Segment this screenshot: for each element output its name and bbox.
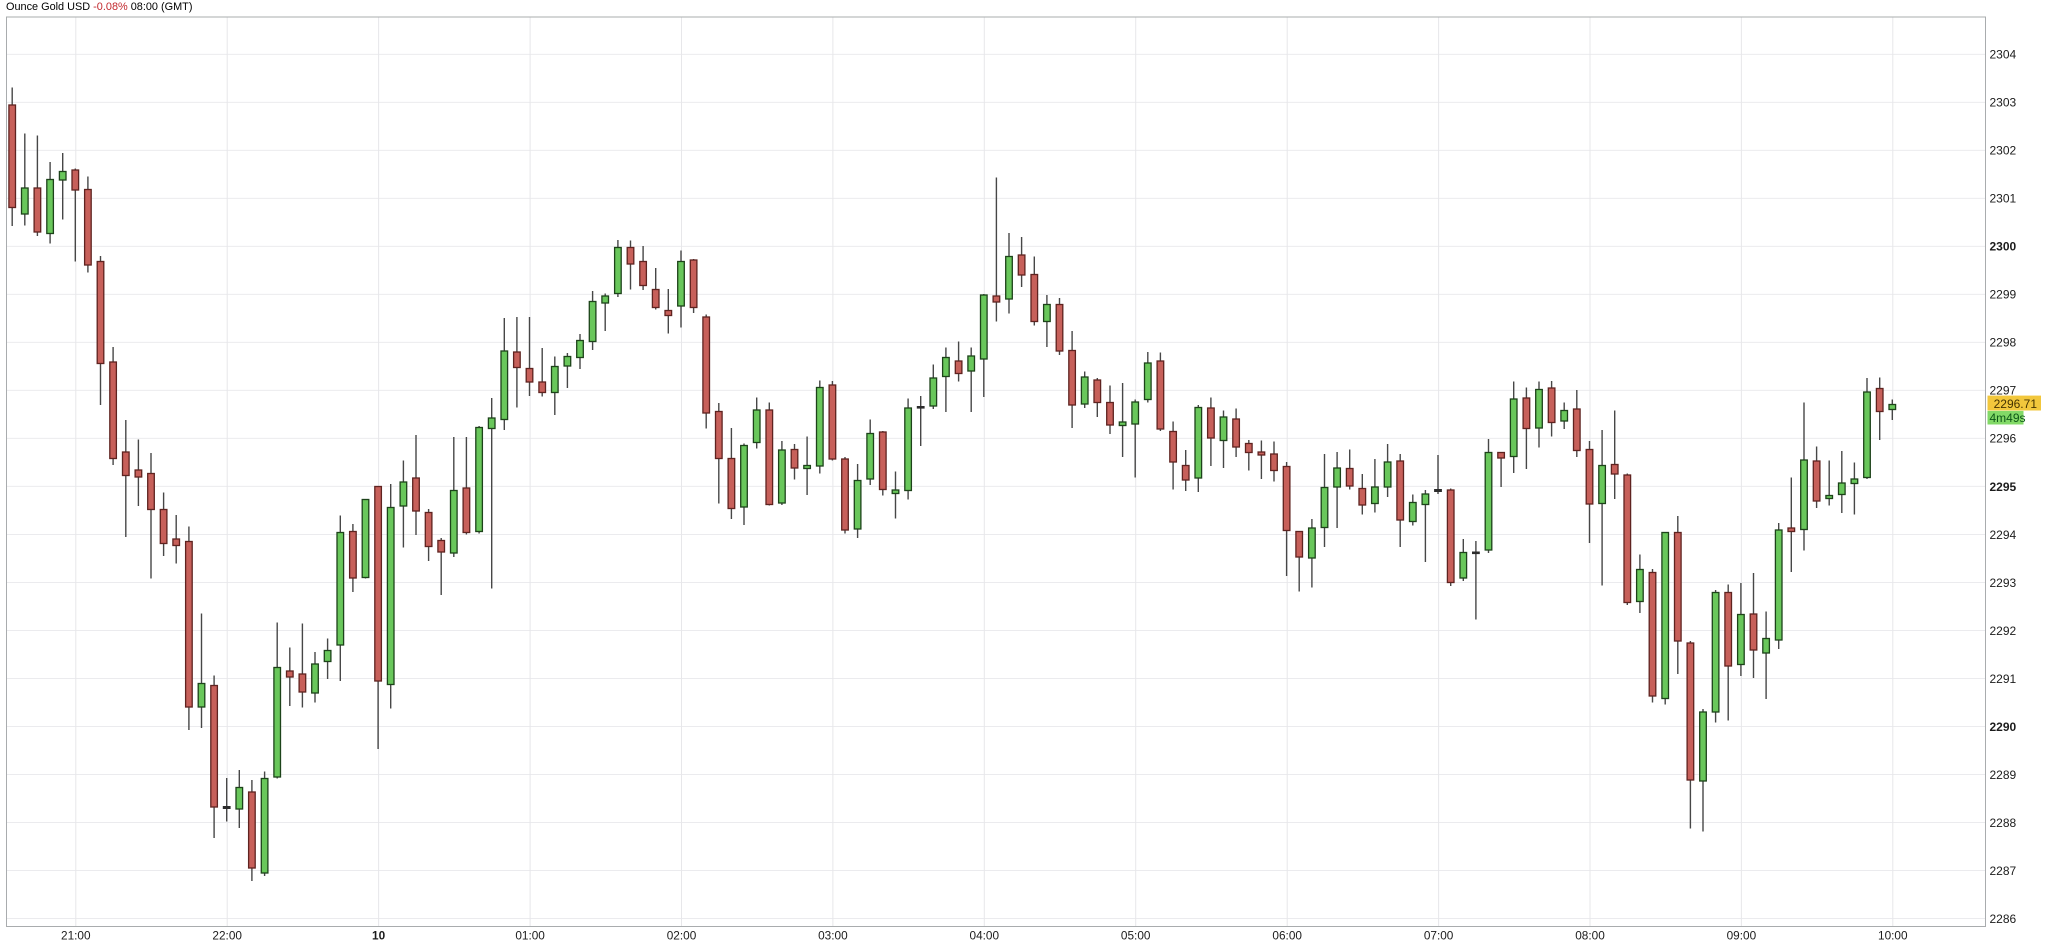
- svg-text:01:00: 01:00: [515, 929, 545, 942]
- svg-text:02:00: 02:00: [667, 929, 697, 942]
- svg-text:2295: 2295: [1990, 480, 2017, 494]
- svg-text:2297: 2297: [1990, 384, 2017, 398]
- svg-text:4m49s: 4m49s: [1990, 411, 2026, 425]
- svg-text:2301: 2301: [1990, 192, 2017, 206]
- svg-text:Ounce Gold USD -0.08% 08:00 (G: Ounce Gold USD -0.08% 08:00 (GMT): [6, 1, 192, 13]
- svg-text:03:00: 03:00: [818, 929, 848, 942]
- svg-text:2298: 2298: [1990, 336, 2017, 350]
- svg-text:05:00: 05:00: [1121, 929, 1151, 942]
- svg-text:2286: 2286: [1990, 912, 2017, 926]
- svg-text:2291: 2291: [1990, 672, 2017, 686]
- svg-text:2293: 2293: [1990, 576, 2017, 590]
- svg-text:07:00: 07:00: [1424, 929, 1454, 942]
- svg-text:2302: 2302: [1990, 144, 2017, 158]
- svg-text:22:00: 22:00: [212, 929, 242, 942]
- svg-text:2290: 2290: [1990, 720, 2017, 734]
- svg-text:2288: 2288: [1990, 816, 2017, 830]
- svg-text:2304: 2304: [1990, 48, 2017, 62]
- svg-text:08:00: 08:00: [1575, 929, 1605, 942]
- svg-text:2292: 2292: [1990, 624, 2017, 638]
- svg-text:2303: 2303: [1990, 96, 2017, 110]
- svg-text:2294: 2294: [1990, 528, 2017, 542]
- svg-text:06:00: 06:00: [1272, 929, 1302, 942]
- svg-text:2289: 2289: [1990, 768, 2017, 782]
- svg-text:21:00: 21:00: [61, 929, 91, 942]
- svg-text:04:00: 04:00: [970, 929, 1000, 942]
- svg-text:09:00: 09:00: [1727, 929, 1757, 942]
- svg-text:2299: 2299: [1990, 288, 2017, 302]
- svg-text:10:00: 10:00: [1878, 929, 1908, 942]
- svg-text:2296.71: 2296.71: [1994, 397, 2038, 411]
- svg-text:2296: 2296: [1990, 432, 2017, 446]
- svg-text:10: 10: [372, 929, 386, 942]
- svg-text:2287: 2287: [1990, 864, 2017, 878]
- svg-text:2300: 2300: [1990, 240, 2017, 254]
